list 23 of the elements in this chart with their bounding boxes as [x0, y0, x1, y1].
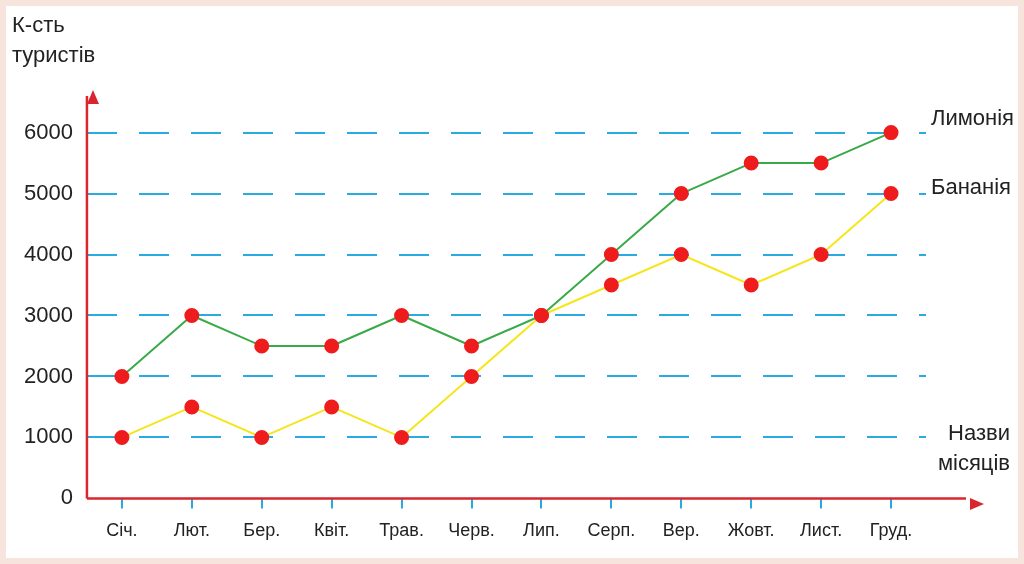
- x-tick-label: Вер.: [662, 520, 700, 541]
- y-tick-label: 4000: [23, 240, 73, 266]
- y-tick-label: 3000: [23, 301, 73, 327]
- y-axis-title: К-сть туристів: [12, 12, 96, 67]
- x-tick-label: Лют.: [173, 520, 210, 541]
- x-tick-label: Жовт.: [727, 520, 775, 541]
- x-tick-label: Серп.: [587, 520, 636, 541]
- series-label: Лимонія: [931, 104, 1015, 130]
- x-tick-label: Трав.: [379, 520, 424, 541]
- x-tick-label: Черв.: [448, 520, 495, 541]
- x-tick-label: Груд.: [869, 520, 913, 541]
- y-tick-label: 0: [60, 484, 73, 510]
- y-tick-label: 2000: [23, 362, 73, 388]
- y-tick-label: 1000: [23, 423, 73, 449]
- x-tick-label: Січ.: [106, 520, 138, 541]
- x-tick-label: Бер.: [243, 520, 281, 541]
- y-tick-label: 5000: [23, 179, 73, 205]
- y-tick-label: 6000: [23, 118, 73, 144]
- series-label: Бананія: [931, 173, 1012, 199]
- x-axis-title: Назви місяців: [937, 420, 1010, 476]
- x-tick-label: Квіт.: [314, 520, 350, 541]
- x-tick-label: Лип.: [523, 520, 560, 541]
- x-tick-label: Лист.: [800, 520, 843, 541]
